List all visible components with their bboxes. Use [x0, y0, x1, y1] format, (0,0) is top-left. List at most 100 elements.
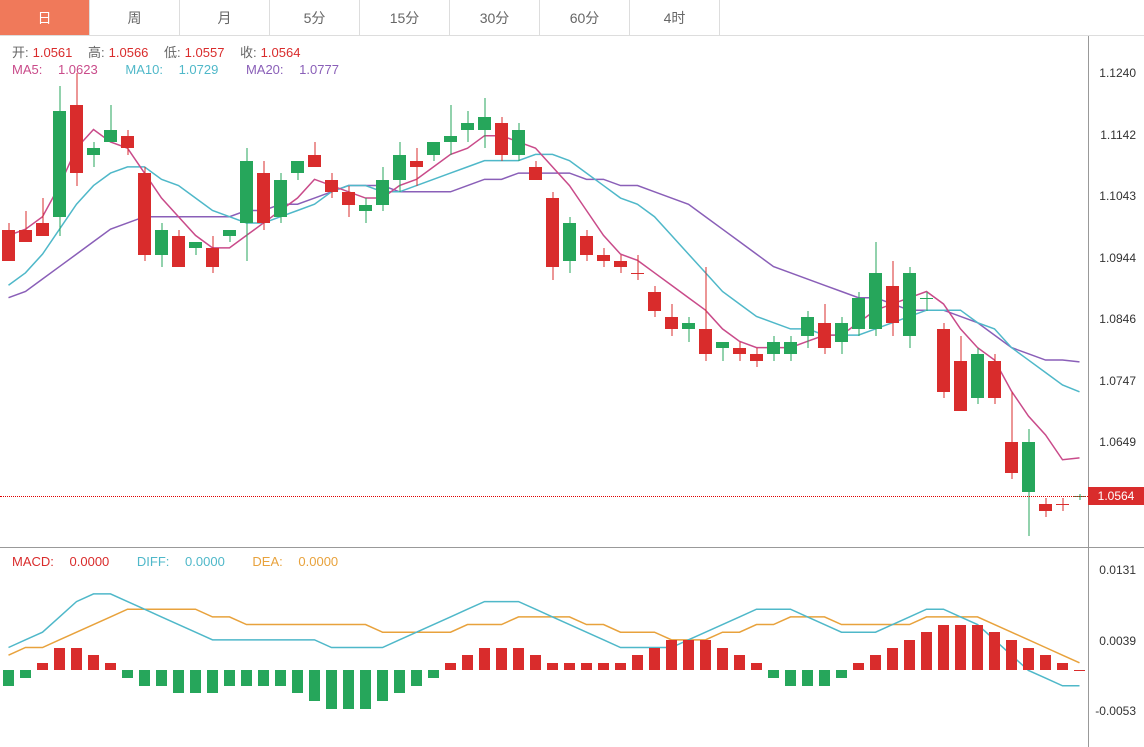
- candle: [170, 36, 187, 548]
- macd-bar: [241, 670, 253, 685]
- macd-bar: [309, 670, 321, 701]
- candle: [816, 36, 833, 548]
- candle: [833, 36, 850, 548]
- candle: [68, 36, 85, 548]
- candle: [714, 36, 731, 548]
- candle: [561, 36, 578, 548]
- current-price-label: 1.0564: [1088, 487, 1144, 505]
- macd-chart[interactable]: MACD: 0.0000 DIFF: 0.0000 DEA: 0.0000 0.…: [0, 548, 1144, 747]
- candle: [884, 36, 901, 548]
- tab-4时[interactable]: 4时: [630, 0, 720, 35]
- candle: [153, 36, 170, 548]
- macd-bar: [768, 670, 780, 678]
- macd-bar: [666, 640, 678, 671]
- macd-bar: [1040, 655, 1052, 670]
- candle: [527, 36, 544, 548]
- candle: [187, 36, 204, 548]
- tab-日[interactable]: 日: [0, 0, 90, 35]
- candle: [374, 36, 391, 548]
- candle: [663, 36, 680, 548]
- high-label: 高:: [88, 45, 105, 60]
- candle: [850, 36, 867, 548]
- macd-bar: [887, 648, 899, 671]
- main-chart[interactable]: 开:1.0561 高:1.0566 低:1.0557 收:1.0564 MA5:…: [0, 36, 1144, 548]
- candle: [782, 36, 799, 548]
- candle: [340, 36, 357, 548]
- y-tick: 1.1240: [1099, 66, 1136, 80]
- macd-bar: [1057, 663, 1069, 671]
- open-value: 1.0561: [33, 45, 73, 60]
- macd-bar: [496, 648, 508, 671]
- macd-bar: [105, 663, 117, 671]
- macd-bar: [326, 670, 338, 708]
- macd-bar: [921, 632, 933, 670]
- macd-bar: [734, 655, 746, 670]
- candle: [459, 36, 476, 548]
- macd-bar: [292, 670, 304, 693]
- macd-bar: [1006, 640, 1018, 671]
- candle: [969, 36, 986, 548]
- candle-canvas: [0, 36, 1088, 547]
- macd-bar: [156, 670, 168, 685]
- ohlc-info: 开:1.0561 高:1.0566 低:1.0557 收:1.0564: [12, 42, 304, 61]
- macd-bar: [751, 663, 763, 671]
- macd-bar: [20, 670, 32, 678]
- macd-bar: [989, 632, 1001, 670]
- dea-label: DEA: 0.0000: [252, 554, 350, 569]
- diff-label: DIFF: 0.0000: [137, 554, 237, 569]
- candle: [272, 36, 289, 548]
- tab-60分[interactable]: 60分: [540, 0, 630, 35]
- candle: [1003, 36, 1020, 548]
- macd-bar: [615, 663, 627, 671]
- ma5-label: MA5: 1.0623: [12, 62, 110, 77]
- macd-bar: [598, 663, 610, 671]
- candle: [119, 36, 136, 548]
- macd-bar: [785, 670, 797, 685]
- y-tick: 1.0747: [1099, 374, 1136, 388]
- macd-bar: [530, 655, 542, 670]
- candle: [391, 36, 408, 548]
- macd-bar: [343, 670, 355, 708]
- low-value: 1.0557: [185, 45, 225, 60]
- macd-bar: [717, 648, 729, 671]
- candle: [697, 36, 714, 548]
- macd-bar: [683, 640, 695, 671]
- high-value: 1.0566: [109, 45, 149, 60]
- tab-5分[interactable]: 5分: [270, 0, 360, 35]
- candle: [102, 36, 119, 548]
- candle: [1071, 36, 1088, 548]
- macd-bar: [632, 655, 644, 670]
- macd-y-tick: -0.0053: [1095, 704, 1136, 718]
- candle: [221, 36, 238, 548]
- candle: [612, 36, 629, 548]
- candle: [408, 36, 425, 548]
- open-label: 开:: [12, 45, 29, 60]
- macd-label: MACD: 0.0000: [12, 554, 121, 569]
- candle: [357, 36, 374, 548]
- candle: [680, 36, 697, 548]
- y-tick: 1.1043: [1099, 189, 1136, 203]
- macd-bar: [836, 670, 848, 678]
- candle: [204, 36, 221, 548]
- macd-info: MACD: 0.0000 DIFF: 0.0000 DEA: 0.0000: [12, 554, 362, 569]
- macd-bar: [377, 670, 389, 701]
- candle: [51, 36, 68, 548]
- candle: [255, 36, 272, 548]
- candle: [748, 36, 765, 548]
- tab-周[interactable]: 周: [90, 0, 180, 35]
- tab-30分[interactable]: 30分: [450, 0, 540, 35]
- macd-bar: [1023, 648, 1035, 671]
- candle: [0, 36, 17, 548]
- candle: [935, 36, 952, 548]
- candle: [238, 36, 255, 548]
- candle: [1054, 36, 1071, 548]
- candle: [578, 36, 595, 548]
- macd-bar: [258, 670, 270, 685]
- tab-月[interactable]: 月: [180, 0, 270, 35]
- candle: [306, 36, 323, 548]
- tab-15分[interactable]: 15分: [360, 0, 450, 35]
- macd-bar: [462, 655, 474, 670]
- close-label: 收:: [240, 45, 257, 60]
- candle: [918, 36, 935, 548]
- close-value: 1.0564: [261, 45, 301, 60]
